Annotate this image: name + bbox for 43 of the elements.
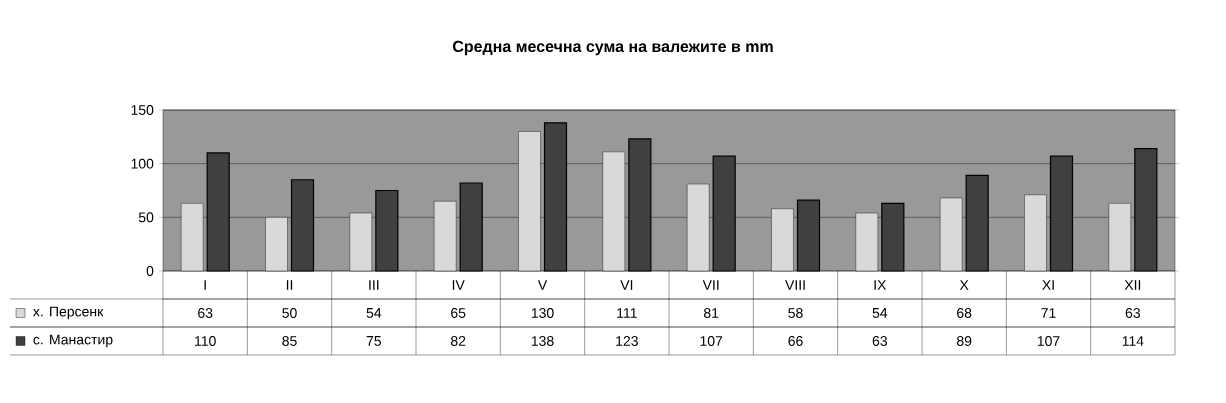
x-tick-label: X [959, 280, 969, 290]
data-label: 138 [531, 336, 554, 346]
data-label: 54 [872, 308, 888, 318]
x-tick-label: VII [702, 280, 719, 290]
data-label: 82 [451, 336, 466, 346]
data-label: 63 [872, 336, 887, 346]
data-label: 89 [956, 336, 972, 346]
data-label: 63 [1125, 308, 1140, 318]
data-label: 123 [616, 336, 638, 346]
data-label: 58 [788, 308, 803, 318]
x-tick-label: I [204, 280, 206, 290]
data-label: 63 [198, 308, 213, 318]
data-label: 107 [1037, 336, 1060, 346]
data-label: 71 [1041, 308, 1056, 318]
x-tick-label: II [286, 280, 293, 290]
data-label: 107 [700, 336, 723, 346]
data-label: 54 [366, 308, 382, 318]
data-label: 110 [195, 336, 216, 346]
data-label: 130 [531, 308, 554, 318]
legend-label: с. Манастир [33, 334, 113, 348]
data-label: 75 [366, 336, 382, 346]
x-tick-label: VI [620, 280, 633, 290]
x-tick-label: XI [1042, 280, 1054, 290]
y-tick-label: 0 [146, 266, 154, 276]
x-tick-label: IV [452, 280, 465, 290]
legend-label: х. Персенк [33, 306, 104, 320]
y-tick-label: 50 [138, 212, 154, 223]
data-label: 81 [704, 308, 719, 318]
data-label: 65 [451, 308, 466, 318]
y-tick-label: 150 [131, 105, 154, 115]
x-tick-label: VIII [785, 280, 805, 290]
data-label: 66 [788, 336, 803, 346]
chart-title: Средна месечна сума на валежите в mm [452, 40, 773, 56]
data-label: 85 [282, 336, 297, 346]
data-label: 111 [617, 308, 637, 318]
x-tick-label: IX [874, 280, 887, 290]
data-label: 50 [282, 308, 297, 318]
x-tick-label: III [369, 280, 379, 290]
data-label: 68 [957, 308, 972, 318]
x-tick-label: XII [1124, 280, 1141, 290]
data-label: 114 [1122, 336, 1144, 346]
y-tick-label: 100 [131, 158, 154, 169]
x-tick-label: V [537, 280, 548, 290]
